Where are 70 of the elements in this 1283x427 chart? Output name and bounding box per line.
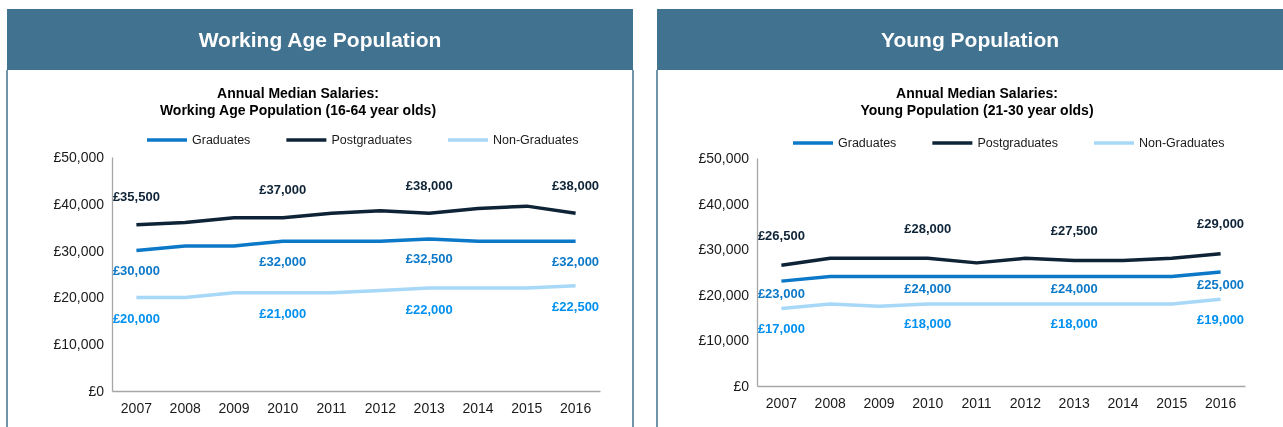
x-tick-label: 2015 bbox=[511, 399, 543, 416]
legend-label: Postgraduates bbox=[977, 136, 1058, 151]
legend-label: Graduates bbox=[838, 136, 897, 151]
data-label: £25,000 bbox=[1197, 276, 1245, 292]
line-series bbox=[134, 283, 578, 300]
y-tick-label: £40,000 bbox=[53, 195, 105, 212]
data-label: £19,000 bbox=[1197, 311, 1245, 327]
y-tick-label: £50,000 bbox=[53, 148, 105, 165]
x-tick-label: 2016 bbox=[560, 399, 592, 416]
y-tick-label: £30,000 bbox=[53, 242, 105, 259]
data-label: £18,000 bbox=[904, 316, 952, 332]
data-label: £20,000 bbox=[112, 310, 160, 326]
x-tick-label: 2010 bbox=[267, 399, 299, 416]
legend-label: Non-Graduates bbox=[492, 133, 579, 148]
line-series bbox=[134, 237, 578, 253]
data-label: £30,000 bbox=[112, 263, 160, 279]
chart-subtitle: Annual Median Salaries: Young Population (21-30 year olds) bbox=[860, 84, 1094, 118]
x-tick-label: 2012 bbox=[1009, 394, 1042, 411]
data-label: £24,000 bbox=[1050, 281, 1098, 297]
x-tick-label: 2013 bbox=[413, 399, 445, 416]
x-tick-label: 2007 bbox=[120, 399, 153, 416]
data-label: £28,000 bbox=[904, 220, 952, 236]
data-label: £22,000 bbox=[405, 301, 453, 317]
data-label: £32,500 bbox=[405, 251, 453, 267]
data-label: £29,000 bbox=[1197, 216, 1245, 232]
x-tick-label: 2009 bbox=[218, 399, 250, 416]
chart-title: Young Population bbox=[880, 28, 1060, 52]
y-tick-label: £20,000 bbox=[698, 286, 750, 303]
data-label: £32,000 bbox=[259, 253, 307, 269]
data-label: £38,000 bbox=[552, 177, 600, 193]
y-tick-label: £50,000 bbox=[698, 149, 750, 166]
y-tick-label: £40,000 bbox=[698, 195, 750, 212]
chart-subtitle: Annual Median Salaries: Working Age Population (16-64 year olds) bbox=[159, 84, 437, 118]
chart-title: Working Age Population bbox=[198, 28, 442, 52]
data-label: £24,000 bbox=[904, 281, 952, 297]
legend-label: Non-Graduates bbox=[1138, 136, 1225, 151]
data-label: £22,500 bbox=[552, 299, 600, 315]
legend-label: Postgraduates bbox=[331, 133, 412, 148]
x-tick-label: 2010 bbox=[912, 394, 944, 411]
x-tick-label: 2014 bbox=[462, 399, 494, 416]
data-label: £26,500 bbox=[757, 227, 805, 243]
data-label: £37,000 bbox=[259, 182, 307, 198]
line-series bbox=[134, 204, 578, 227]
x-tick-label: 2008 bbox=[169, 399, 201, 416]
data-label: £17,000 bbox=[757, 321, 805, 337]
x-tick-label: 2012 bbox=[364, 399, 397, 416]
line-series bbox=[779, 252, 1223, 267]
x-tick-label: 2016 bbox=[1205, 394, 1237, 411]
data-label: £21,000 bbox=[259, 306, 307, 322]
y-tick-label: £30,000 bbox=[698, 241, 750, 258]
x-tick-label: 2011 bbox=[961, 394, 992, 411]
data-label: £35,500 bbox=[112, 189, 160, 205]
x-tick-label: 2015 bbox=[1156, 394, 1188, 411]
data-label: £23,000 bbox=[757, 285, 805, 301]
x-tick-label: 2013 bbox=[1058, 394, 1090, 411]
y-tick-label: £10,000 bbox=[698, 332, 750, 349]
x-tick-label: 2009 bbox=[863, 394, 895, 411]
x-tick-label: 2014 bbox=[1107, 394, 1139, 411]
y-tick-label: £20,000 bbox=[53, 289, 105, 306]
y-tick-label: £0 bbox=[88, 382, 105, 399]
legend-label: Graduates bbox=[192, 133, 251, 148]
x-tick-label: 2011 bbox=[316, 399, 347, 416]
x-tick-label: 2008 bbox=[814, 394, 846, 411]
data-label: £38,000 bbox=[405, 177, 453, 193]
y-tick-label: £10,000 bbox=[53, 336, 105, 353]
data-label: £32,000 bbox=[552, 253, 600, 269]
data-label: £18,000 bbox=[1050, 316, 1098, 332]
y-tick-label: £0 bbox=[733, 377, 750, 394]
x-tick-label: 2007 bbox=[765, 394, 798, 411]
data-label: £27,500 bbox=[1050, 223, 1098, 239]
